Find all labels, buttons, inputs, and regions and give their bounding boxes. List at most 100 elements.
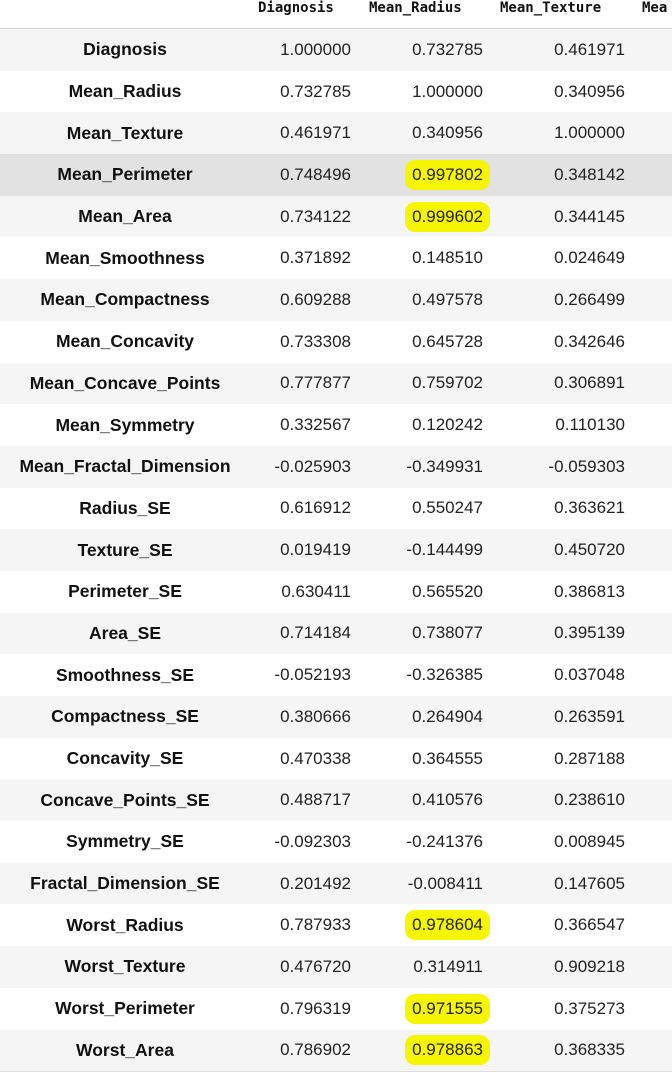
table-cell: 0.476720 xyxy=(280,956,351,976)
row-label: Mean_Perimeter xyxy=(57,164,193,185)
table-row[interactable]: Mean_Perimeter 0.748496 0.997802 0.348142 xyxy=(0,154,672,196)
table-row[interactable]: Perimeter_SE 0.630411 0.565520 0.386813 xyxy=(0,571,672,613)
table-row[interactable]: Worst_Radius 0.787933 0.978604 0.366547 xyxy=(0,904,672,946)
table-cell: -0.025903 xyxy=(274,456,351,476)
table-row[interactable]: Mean_Smoothness 0.371892 0.148510 0.024649 xyxy=(0,237,672,279)
table-row[interactable]: Mean_Radius 0.732785 1.000000 0.340956 xyxy=(0,71,672,113)
table-row[interactable]: Compactness_SE 0.380666 0.264904 0.263591 xyxy=(0,696,672,738)
cell-value: 0.999602 xyxy=(412,206,483,226)
table-row[interactable]: Smoothness_SE -0.052193 -0.326385 0.037048 xyxy=(0,654,672,696)
table-cell: 0.380666 xyxy=(280,706,351,726)
table-cell: 0.645728 xyxy=(412,331,483,351)
table-cell: 0.266499 xyxy=(554,289,625,309)
table-row[interactable]: Worst_Area 0.786902 0.978863 0.368335 xyxy=(0,1029,672,1072)
highlighted-value: 0.971555 xyxy=(405,993,490,1024)
row-label: Worst_Area xyxy=(76,1039,174,1060)
table-cell: 0.971555 xyxy=(380,988,490,1030)
cell-value: 0.978863 xyxy=(412,1040,483,1060)
table-row[interactable]: Symmetry_SE -0.092303 -0.241376 0.008945 xyxy=(0,821,672,863)
table-cell: -0.059303 xyxy=(548,456,625,476)
table-cell: 0.314911 xyxy=(413,956,483,976)
table-cell: 0.470338 xyxy=(280,748,351,768)
table-cell: 0.999602 xyxy=(380,196,490,238)
table-cell: 0.497578 xyxy=(412,289,483,309)
table-cell: 0.024649 xyxy=(554,248,625,268)
table-cell: 1.000000 xyxy=(412,81,483,101)
cell-value: 0.971555 xyxy=(412,998,483,1018)
table-row[interactable]: Fractal_Dimension_SE 0.201492 -0.008411 0.1… xyxy=(0,862,672,905)
table-cell: 0.366547 xyxy=(554,915,625,935)
table-cell: 0.148510 xyxy=(412,248,483,268)
table-cell: 0.796319 xyxy=(280,998,351,1018)
table-cell: 0.263591 xyxy=(554,706,625,726)
table-row[interactable]: Mean_Concave_Points 0.777877 0.759702 0.306… xyxy=(0,362,672,405)
row-label: Mean_Concave_Points xyxy=(29,372,221,393)
table-row[interactable]: Diagnosis 1.000000 0.732785 0.461971 xyxy=(0,29,672,71)
table-cell: 0.008945 xyxy=(554,831,625,851)
table-cell: 0.120242 xyxy=(412,415,483,435)
table-cell: 0.019419 xyxy=(280,540,351,560)
table-cell: 0.371892 xyxy=(280,248,351,268)
table-row[interactable]: Worst_Texture 0.476720 0.314911 0.909218 xyxy=(0,946,672,988)
table-cell: 0.978604 xyxy=(380,904,490,946)
table-row[interactable]: Mean_Area 0.734122 0.999602 0.344145 xyxy=(0,195,672,238)
table-bottom-border xyxy=(0,1071,672,1072)
table-row[interactable]: Concavity_SE 0.470338 0.364555 0.287188 xyxy=(0,738,672,780)
table-cell: 0.978863 xyxy=(380,1030,490,1072)
table-row[interactable]: Mean_Concavity 0.733308 0.645728 0.342646 xyxy=(0,321,672,363)
table-cell: 0.332567 xyxy=(280,415,351,435)
table-cell: 0.488717 xyxy=(280,790,351,810)
column-header[interactable]: Mean_Radius xyxy=(369,0,462,16)
table-row[interactable]: Mean_Compactness 0.609288 0.497578 0.266499 xyxy=(0,279,672,321)
table-cell: 0.759702 xyxy=(412,373,483,393)
table-header: Diagnosis Mean_Radius Mean_Texture Mea xyxy=(0,0,672,29)
table-cell: 0.264904 xyxy=(412,706,483,726)
row-label: Radius_SE xyxy=(79,497,171,518)
table-cell: 0.306891 xyxy=(554,373,625,393)
table-row[interactable]: Concave_Points_SE 0.488717 0.410576 0.23861… xyxy=(0,779,672,822)
table-cell: -0.326385 xyxy=(406,665,483,685)
row-label: Smoothness_SE xyxy=(55,664,195,685)
table-row[interactable]: Texture_SE 0.019419 -0.144499 0.450720 xyxy=(0,529,672,571)
table-cell: 0.738077 xyxy=(412,623,483,643)
table-cell: -0.349931 xyxy=(406,456,483,476)
row-label: Area_SE xyxy=(89,622,161,643)
table-cell: -0.052193 xyxy=(274,665,351,685)
row-label: Mean_Concavity xyxy=(55,331,195,352)
table-cell: 0.110130 xyxy=(555,415,625,435)
table-cell: 1.000000 xyxy=(280,39,351,59)
table-cell: 0.714184 xyxy=(280,623,351,643)
row-label: Concavity_SE xyxy=(66,748,184,769)
table-cell: 0.748496 xyxy=(280,164,351,184)
table-cell: 0.238610 xyxy=(554,790,625,810)
highlighted-value: 0.978863 xyxy=(405,1035,490,1066)
column-header[interactable]: Mea xyxy=(642,0,668,16)
column-header[interactable]: Mean_Texture xyxy=(500,0,602,16)
table-cell: 0.786902 xyxy=(280,1040,351,1060)
table-row[interactable]: Mean_Texture 0.461971 0.340956 1.000000 xyxy=(0,112,672,155)
table-cell: 0.363621 xyxy=(554,498,625,518)
table-cell: 0.787933 xyxy=(280,915,351,935)
table-cell: 0.777877 xyxy=(280,373,351,393)
table-cell: 0.609288 xyxy=(280,289,351,309)
row-label: Concave_Points_SE xyxy=(40,789,210,810)
table-cell: 0.037048 xyxy=(554,665,625,685)
row-label: Perimeter_SE xyxy=(68,581,182,602)
row-label: Fractal_Dimension_SE xyxy=(30,873,220,894)
table-row[interactable]: Mean_Symmetry 0.332567 0.120242 0.110130 xyxy=(0,404,672,446)
table-cell: 0.550247 xyxy=(412,498,483,518)
table-row[interactable]: Radius_SE 0.616912 0.550247 0.363621 xyxy=(0,488,672,530)
row-label: Worst_Radius xyxy=(66,914,184,935)
table-cell: 0.616912 xyxy=(280,498,351,518)
table-cell: 0.364555 xyxy=(412,748,483,768)
table-cell: 0.287188 xyxy=(554,748,625,768)
column-header[interactable]: Diagnosis xyxy=(258,0,334,16)
table-row[interactable]: Mean_Fractal_Dimension -0.025903 -0.349931… xyxy=(0,445,672,488)
highlighted-value: 0.978604 xyxy=(405,910,490,941)
row-label: Mean_Texture xyxy=(66,122,184,143)
table-cell: 0.909218 xyxy=(554,956,625,976)
table-row[interactable]: Worst_Perimeter 0.796319 0.971555 0.375273 xyxy=(0,988,672,1030)
table-row[interactable]: Area_SE 0.714184 0.738077 0.395139 xyxy=(0,612,672,655)
table-cell: 0.461971 xyxy=(280,123,351,143)
table-cell: 0.340956 xyxy=(554,81,625,101)
